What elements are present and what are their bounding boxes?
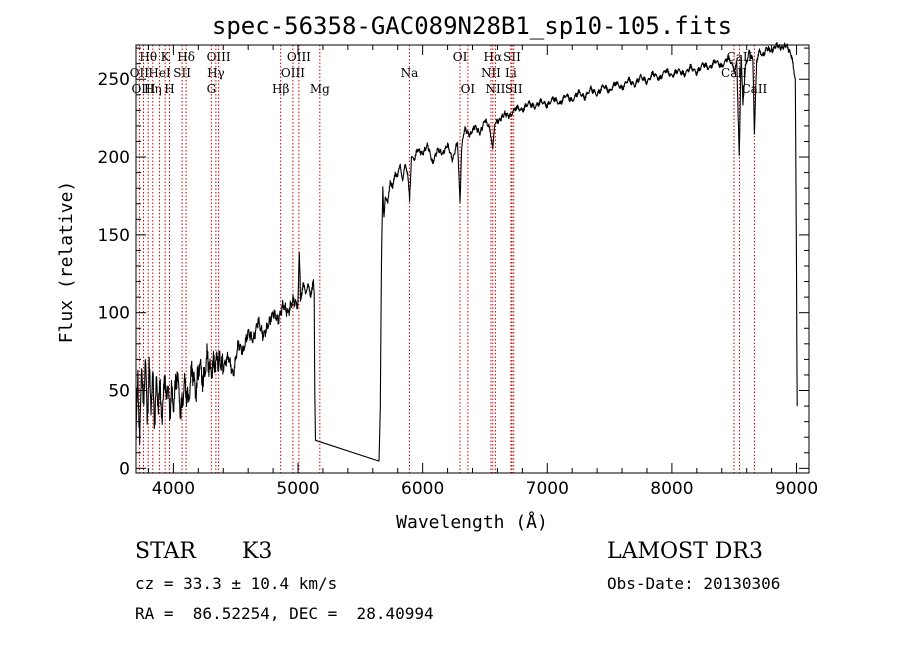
line-label-5: K [161,50,171,64]
x-tick-label-0: 4000 [152,479,195,499]
object-class: STAR [135,539,196,564]
line-label-3: Hη [144,82,162,96]
line-label-27: CaII [741,82,767,96]
redshift-velocity: cz = 33.3 ± 10.4 km/s [135,574,338,593]
x-tick-label-5: 9000 [775,479,818,499]
series-line-0 [135,42,798,462]
y-tick-label-4: 200 [98,148,130,168]
line-label-2: OIII [131,82,155,96]
line-label-18: OI [461,82,476,96]
y-tick-label-0: 0 [119,459,130,479]
y-tick-label-1: 50 [108,382,130,402]
line-label-24: SII [505,82,523,96]
line-label-22: SII [503,50,521,64]
line-label-7: SII [173,66,191,80]
line-label-0: Hθ [139,50,157,64]
line-label-8: Hδ [177,50,195,64]
x-tick-label-1: 5000 [276,479,319,499]
line-label-9: OIII [207,50,231,64]
y-tick-label-3: 150 [98,226,130,246]
survey-name: LAMOST DR3 [607,539,763,564]
line-label-10: Hγ [207,66,225,80]
x-tick-label-3: 7000 [526,479,569,499]
x-tick-label-2: 6000 [401,479,444,499]
line-label-11: G [207,82,217,96]
line-label-14: OIII [281,66,305,80]
axes: 4000 5000 6000 7000 8000 9000 0 50 100 150 200 250 [98,44,818,499]
line-label-12: Hβ [272,82,289,96]
line-label-26: CaII [721,66,747,80]
line-label-15: Mg [310,82,330,96]
line-label-19: Hα [484,50,503,64]
x-axis-label: Wavelength (Å) [396,511,548,533]
line-label-13: OIII [287,50,311,64]
line-label-1: OII [130,66,150,80]
line-label-17: OI [453,50,468,64]
object-subclass: K3 [242,539,273,564]
line-label-6: H [164,82,174,96]
line-label-4: HeI [148,66,171,80]
chart-title: spec-56358-GAC089N28B1_sp10-105.fits [212,12,732,40]
line-label-20: NII [481,66,501,80]
line-label-21: NII [485,82,505,96]
y-axis-label: Flux (relative) [56,181,77,344]
line-label-23: Li [505,66,517,80]
y-tick-label-2: 100 [98,304,130,324]
plot-frame [135,44,810,474]
obs-date: Obs-Date: 20130306 [607,574,781,593]
y-tick-label-5: 250 [98,70,130,90]
line-label-16: Na [401,66,419,80]
spectrum-series [135,42,798,462]
x-tick-label-4: 8000 [650,479,693,499]
coordinates: RA = 86.52254, DEC = 28.40994 [135,604,434,623]
